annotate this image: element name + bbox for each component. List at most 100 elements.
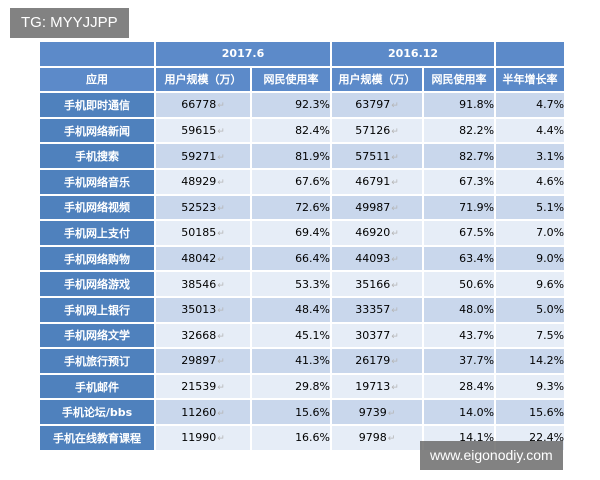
table-row: 手机论坛/bbs 11260↵ 15.6% 9739↵ 14.0% 15.6% bbox=[38, 398, 567, 426]
rate-2016-cell: 67.3% bbox=[422, 167, 497, 196]
cell-value: 82.7% bbox=[459, 149, 495, 163]
cell-value: 15.6% bbox=[295, 405, 331, 419]
table-row: 手机网络视频 52523↵ 72.6% 49987↵ 71.9% 5.1% bbox=[38, 193, 567, 222]
paragraph-mark-icon: ↵ bbox=[391, 101, 399, 112]
rate-2016-cell: 43.7% bbox=[422, 321, 497, 350]
paragraph-mark-icon: ↵ bbox=[217, 152, 225, 163]
col-growth: 半年增长率 bbox=[494, 65, 567, 94]
cell-value: 59271 bbox=[181, 149, 217, 163]
paragraph-mark-icon: ↵ bbox=[217, 178, 225, 189]
paragraph-mark-icon: ↵ bbox=[387, 434, 396, 445]
table-row: 手机在线教育课程 11990↵ 16.6% 9798↵ 14.1% 22.4% bbox=[38, 423, 567, 452]
cell-value: 57511 bbox=[355, 149, 391, 163]
users-2017-cell: 48929↵ bbox=[154, 167, 252, 196]
app-name-cell: 手机网上支付 bbox=[38, 219, 156, 247]
growth-cell: 5.0% bbox=[494, 295, 567, 324]
rate-2017-cell: 15.6% bbox=[249, 398, 333, 426]
paragraph-mark-icon: ↵ bbox=[391, 357, 399, 368]
cell-value: 45.1% bbox=[295, 328, 331, 342]
cell-value: 92.3% bbox=[295, 98, 331, 112]
users-2016-cell: 19713↵ bbox=[330, 372, 425, 401]
users-2017-cell: 29897↵ bbox=[154, 347, 252, 375]
app-name-cell: 手机在线教育课程 bbox=[38, 423, 156, 452]
growth-cell: 4.7% bbox=[494, 91, 567, 119]
growth-cell: 9.6% bbox=[494, 270, 567, 298]
users-2017-cell: 52523↵ bbox=[154, 193, 252, 222]
watermark-top: TG: MYYJJPP bbox=[10, 8, 129, 38]
cell-value: 16.6% bbox=[295, 431, 331, 445]
cell-value: 9.3% bbox=[536, 380, 565, 394]
paragraph-mark-icon: ↵ bbox=[217, 203, 225, 214]
cell-value: 4.4% bbox=[536, 124, 565, 138]
cell-value: 3.1% bbox=[536, 149, 565, 163]
cell-value: 48.4% bbox=[295, 303, 331, 317]
cell-value: 9.0% bbox=[536, 252, 565, 266]
growth-cell: 9.0% bbox=[494, 244, 567, 273]
app-name-cell: 手机网上银行 bbox=[38, 295, 156, 324]
app-name-cell: 手机即时通信 bbox=[38, 91, 156, 119]
users-2016-cell: 46791↵ bbox=[330, 167, 425, 196]
cell-value: 81.9% bbox=[295, 149, 331, 163]
table-row: 手机网络游戏 38546↵ 53.3% 35166↵ 50.6% 9.6% bbox=[38, 270, 567, 298]
period-2017-6: 2017.6 bbox=[153, 40, 333, 68]
cell-value: 48929 bbox=[181, 175, 217, 189]
growth-cell: 3.1% bbox=[494, 142, 567, 170]
rate-2016-cell: 71.9% bbox=[422, 193, 497, 222]
cell-value: 4.7% bbox=[536, 98, 565, 112]
paragraph-mark-icon: ↵ bbox=[217, 357, 225, 368]
rate-2016-cell: 14.0% bbox=[422, 398, 497, 426]
paragraph-mark-icon: ↵ bbox=[391, 229, 399, 240]
cell-value: 9739 bbox=[358, 405, 387, 419]
cell-value: 11990 bbox=[181, 431, 217, 445]
users-2017-cell: 11990↵ bbox=[154, 423, 252, 452]
rate-2017-cell: 66.4% bbox=[249, 244, 333, 273]
paragraph-mark-icon: ↵ bbox=[217, 101, 225, 112]
rate-2017-cell: 45.1% bbox=[249, 321, 333, 350]
table-row: 手机网络音乐 48929↵ 67.6% 46791↵ 67.3% 4.6% bbox=[38, 167, 567, 196]
users-2016-cell: 9798↵ bbox=[330, 423, 425, 452]
app-name-cell: 手机网络购物 bbox=[38, 244, 156, 273]
paragraph-mark-icon: ↵ bbox=[391, 280, 399, 291]
paragraph-mark-icon: ↵ bbox=[217, 280, 225, 291]
users-2016-cell: 57511↵ bbox=[330, 142, 425, 170]
rate-2017-cell: 69.4% bbox=[249, 219, 333, 247]
paragraph-mark-icon: ↵ bbox=[391, 331, 399, 342]
app-name-cell: 手机网络游戏 bbox=[38, 270, 156, 298]
cell-value: 9798 bbox=[358, 431, 387, 445]
cell-value: 71.9% bbox=[459, 200, 495, 214]
cell-value: 82.2% bbox=[459, 124, 495, 138]
app-name-cell: 手机网络文学 bbox=[38, 321, 156, 350]
paragraph-mark-icon: ↵ bbox=[217, 408, 225, 419]
rate-2016-cell: 37.7% bbox=[422, 347, 497, 375]
period-2016-12: 2016.12 bbox=[330, 40, 497, 68]
cell-value: 35013 bbox=[181, 303, 217, 317]
cell-value: 37.7% bbox=[459, 354, 495, 368]
paragraph-mark-icon: ↵ bbox=[217, 127, 225, 138]
growth-cell: 4.4% bbox=[494, 116, 567, 145]
cell-value: 15.6% bbox=[529, 405, 565, 419]
cell-value: 53.3% bbox=[295, 277, 331, 291]
paragraph-mark-icon: ↵ bbox=[391, 152, 399, 163]
cell-value: 33357 bbox=[355, 303, 391, 317]
users-2016-cell: 9739↵ bbox=[330, 398, 425, 426]
users-2017-cell: 35013↵ bbox=[154, 295, 252, 324]
rate-2016-cell: 28.4% bbox=[422, 372, 497, 401]
col-users-2017: 用户规模（万） bbox=[154, 65, 252, 94]
table-row: 手机邮件 21539↵ 29.8% 19713↵ 28.4% 9.3% bbox=[38, 372, 567, 401]
col-rate-2016: 网民使用率 bbox=[422, 65, 497, 94]
users-2017-cell: 38546↵ bbox=[154, 270, 252, 298]
cell-value: 66778 bbox=[181, 98, 217, 112]
column-header-row: 应用 用户规模（万） 网民使用率 用户规模（万） 网民使用率 半年增长率 bbox=[38, 65, 567, 94]
table-row: 手机网络文学 32668↵ 45.1% 30377↵ 43.7% 7.5% bbox=[38, 321, 567, 350]
cell-value: 19713 bbox=[355, 380, 391, 394]
table-row: 手机网络新闻 59615↵ 82.4% 57126↵ 82.2% 4.4% bbox=[38, 116, 567, 145]
app-name-cell: 手机旅行预订 bbox=[38, 347, 156, 375]
cell-value: 9.6% bbox=[536, 277, 565, 291]
users-2016-cell: 49987↵ bbox=[330, 193, 425, 222]
app-name-cell: 手机论坛/bbs bbox=[38, 398, 156, 426]
cell-value: 41.3% bbox=[295, 354, 331, 368]
users-2016-cell: 63797↵ bbox=[330, 91, 425, 119]
paragraph-mark-icon: ↵ bbox=[387, 408, 396, 419]
users-2016-cell: 30377↵ bbox=[330, 321, 425, 350]
cell-value: 21539 bbox=[181, 380, 217, 394]
